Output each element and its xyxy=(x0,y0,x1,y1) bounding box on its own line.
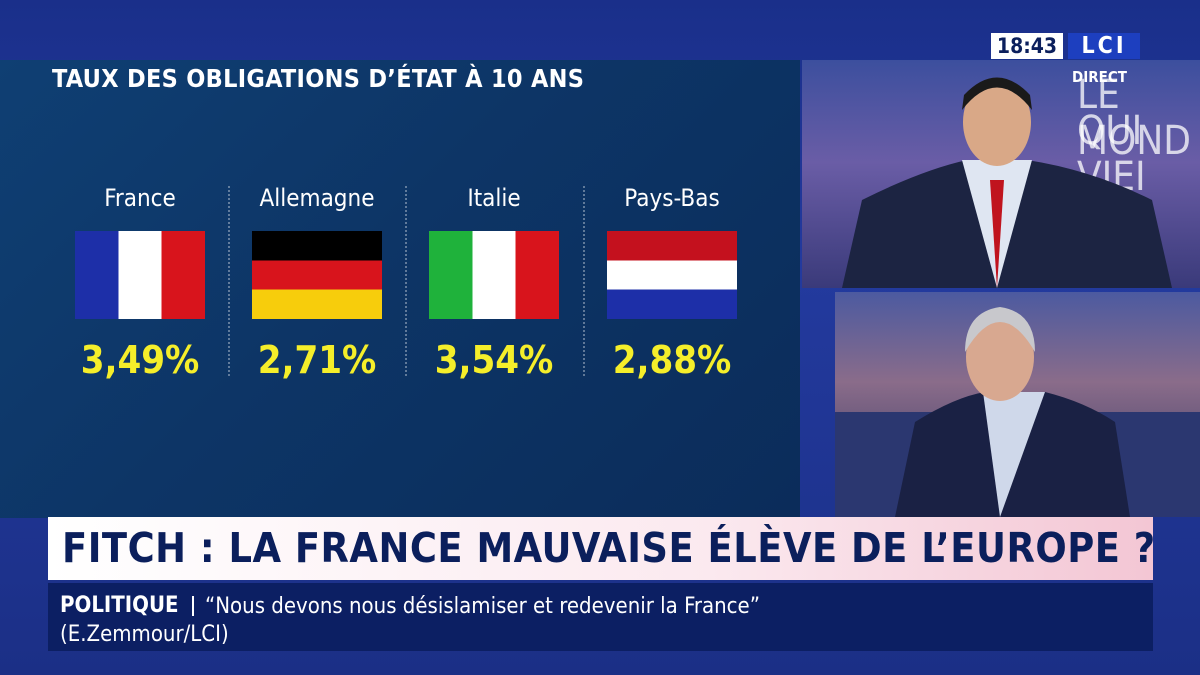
rate: 3,54% xyxy=(434,338,554,382)
flag-germany xyxy=(252,231,382,319)
show-logo: LE MOND xyxy=(1077,72,1192,164)
separator xyxy=(405,186,407,376)
host-silhouette xyxy=(842,77,1172,288)
country-name: Pays-Bas xyxy=(624,184,720,212)
flag-netherlands xyxy=(607,231,737,319)
headline: FITCH : LA FRANCE MAUVAISE ÉLÈVE DE L’EU… xyxy=(62,524,1156,572)
video-feed-guest xyxy=(835,292,1200,517)
ticker-divider xyxy=(192,596,194,616)
country-name: France xyxy=(104,184,176,212)
headline-bar xyxy=(48,517,1153,580)
rate: 2,71% xyxy=(257,338,377,382)
flag-france xyxy=(75,231,205,319)
ticker-text: “Nous devons nous désislamiser et redeve… xyxy=(60,594,760,647)
country-name: Italie xyxy=(467,184,521,212)
separator xyxy=(228,186,230,376)
flag-italy xyxy=(429,231,559,319)
rate: 2,88% xyxy=(612,338,732,382)
video-feed-host: LE MOND QUI VIEI xyxy=(802,60,1200,288)
country-name: Allemagne xyxy=(259,184,375,212)
ticker-bar xyxy=(48,583,1153,651)
clock: 18:43 xyxy=(991,33,1063,59)
separator xyxy=(583,186,585,376)
live-label: DIRECT xyxy=(1072,68,1127,86)
guest-silhouette xyxy=(835,307,1200,517)
ticker-category: POLITIQUE xyxy=(60,593,179,618)
rate: 3,49% xyxy=(80,338,200,382)
channel-logo: LCI xyxy=(1068,33,1140,59)
graphic-title: TAUX DES OBLIGATIONS D’ÉTAT À 10 ANS xyxy=(52,64,585,93)
